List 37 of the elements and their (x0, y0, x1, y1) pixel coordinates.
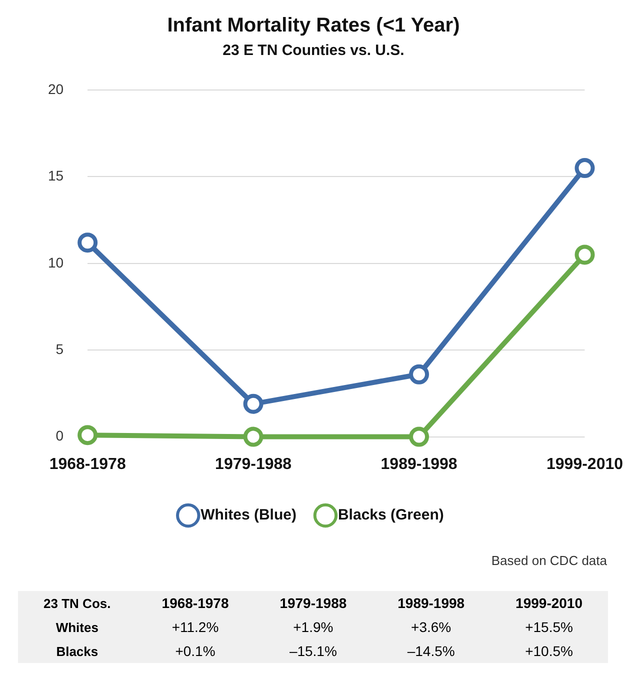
category-label: 1979-1988 (280, 595, 347, 611)
category-label: 1989-1998 (398, 595, 465, 611)
y-tick-label: 5 (56, 340, 64, 357)
y-tick-label: 0 (56, 428, 64, 444)
y-tick-label: 10 (48, 254, 64, 270)
chart-subtitle: 23 E TN Counties vs. U.S. (222, 42, 404, 60)
text: +10.5% (524, 642, 574, 661)
x-tick-label: 1968-1978 (49, 456, 126, 473)
text: +11.2% (170, 618, 220, 637)
text: +0.1% (174, 642, 216, 661)
y-tick-label: 15 (48, 168, 64, 184)
point (409, 426, 430, 447)
point (574, 158, 595, 178)
point (78, 425, 98, 446)
text: Whites (54, 618, 100, 636)
text: Based on CDC data (490, 553, 608, 570)
point (243, 394, 264, 414)
text: –15.1% (288, 642, 338, 661)
x-tick-label: 1989-1998 (380, 456, 458, 473)
text: +1.9% (292, 618, 334, 637)
text: Blacks (55, 642, 100, 660)
y-tick-label: 20 (48, 80, 64, 97)
category-label: 1968-1978 (162, 595, 229, 611)
point (409, 364, 430, 384)
text: +15.5% (524, 618, 574, 637)
legend-label: Whites (Blue) (200, 506, 296, 524)
x-tick-label: 1999-2010 (546, 456, 624, 473)
chart-title: Infant Mortality Rates (<1 Year) (167, 14, 460, 37)
point (574, 244, 595, 265)
x-tick-label: 1979-1988 (215, 456, 292, 473)
point (78, 232, 98, 253)
text: –14.5% (406, 642, 456, 661)
text: 23 TN Cos. (42, 594, 112, 612)
text: +3.6% (410, 618, 452, 637)
category-label: 1999-2010 (516, 595, 582, 611)
point (243, 426, 264, 447)
legend-label: Blacks (Green) (338, 506, 444, 524)
